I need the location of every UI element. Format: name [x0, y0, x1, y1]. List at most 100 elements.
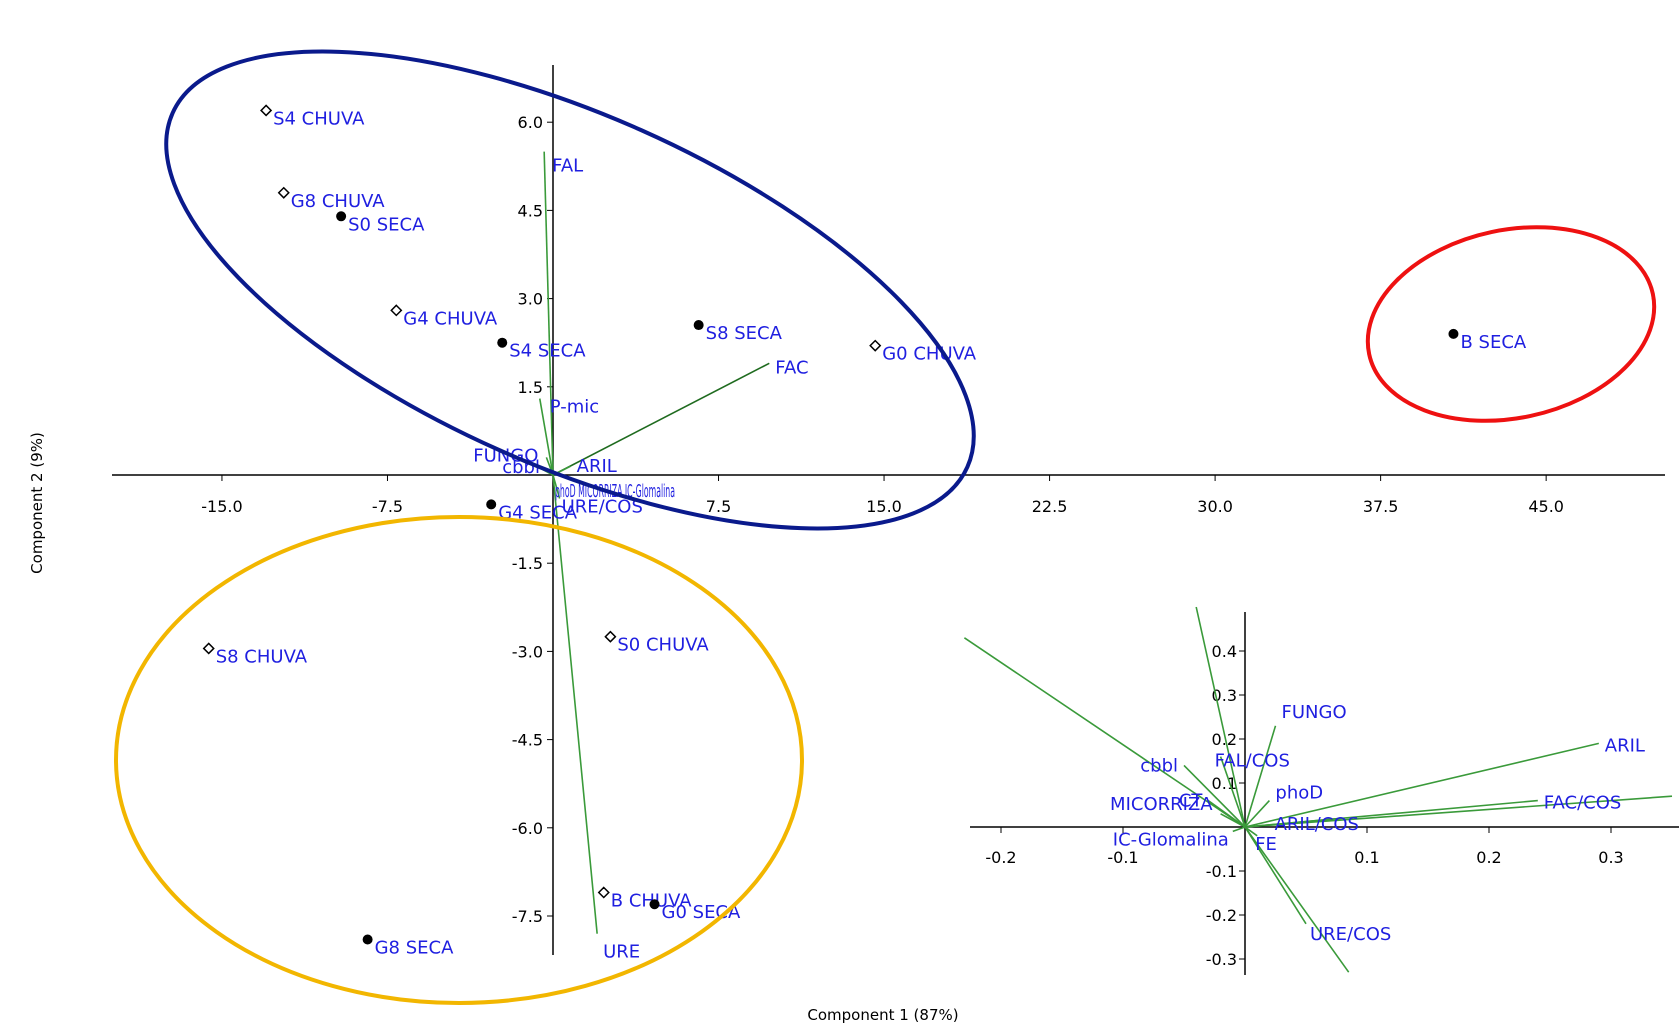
- point-s8-chuva-label: S8 CHUVA: [216, 646, 308, 667]
- cluster-ellipse-red: [1365, 225, 1657, 423]
- point-g4-chuva-label: G4 CHUVA: [403, 308, 498, 329]
- inset-loading-label-ure-cos: URE/COS: [1310, 924, 1391, 945]
- x-axis-title: Component 1 (87%): [807, 1006, 958, 1024]
- inset-x-tick-label: 0.1: [1354, 848, 1379, 867]
- point-g0-seca-label: G0 SECA: [662, 902, 741, 923]
- loading-vector-fac: [552, 362, 770, 476]
- y-tick-label: -4.5: [512, 731, 543, 750]
- loading-label-fal: FAL: [552, 156, 583, 177]
- inset-unlabeled-vector-3: [1244, 795, 1673, 828]
- point-g4-seca-label: G4 SECA: [498, 502, 577, 523]
- inset-loading-vector-phod: [1244, 800, 1270, 828]
- loading-label-fac: FAC: [775, 357, 808, 378]
- point-g8-seca-label: G8 SECA: [375, 938, 454, 959]
- inset-unlabeled-vector-1: [963, 637, 1246, 828]
- point-g8-chuva-marker: [277, 186, 290, 199]
- inset-y-tick-label: -0.1: [1206, 862, 1237, 881]
- inset-loading-vector-micorriza: [1220, 813, 1246, 828]
- point-b-seca-label: B SECA: [1460, 332, 1526, 353]
- inset-y-tick-label: 0.2: [1212, 730, 1237, 749]
- loading-label-aril: ARIL: [577, 456, 617, 477]
- inset-loading-vector-fe: [1244, 826, 1258, 837]
- loading-vector-p-mic: [538, 398, 554, 476]
- inset-loading-vector-ct: [1207, 799, 1246, 828]
- inset-loading-vector-ure: [1244, 826, 1350, 973]
- point-s4-chuva-marker: [260, 104, 273, 117]
- loading-vector-ure: [552, 474, 598, 934]
- point-g0-seca-marker: [649, 899, 660, 910]
- inset-loading-vector-aril-cos: [1244, 817, 1343, 828]
- inset-x-tick-label: -0.1: [1107, 848, 1138, 867]
- point-s4-seca-marker: [497, 337, 508, 348]
- inset-x-tick-label: 0.3: [1598, 848, 1623, 867]
- inset-x-tick-label: -0.2: [985, 848, 1016, 867]
- inset-unlabeled-vector-2: [1195, 606, 1246, 828]
- loading-label-ure: URE: [603, 942, 640, 963]
- inset-x-tick-label: 0.2: [1476, 848, 1501, 867]
- x-tick-label: -7.5: [372, 497, 403, 516]
- point-s4-chuva-label: S4 CHUVA: [273, 108, 365, 129]
- inset-loading-vector-aril: [1244, 742, 1599, 828]
- x-tick-label: 37.5: [1363, 497, 1399, 516]
- loading-label-ure-cos: URE/COS: [562, 497, 643, 518]
- point-s4-seca-label: S4 SECA: [509, 341, 586, 362]
- point-g4-seca-marker: [486, 499, 497, 510]
- cluster-ellipse-orange: [114, 515, 804, 1005]
- y-axis-title: Component 2 (9%): [28, 432, 46, 574]
- inset-loading-label-fungo: FUNGO: [1282, 702, 1347, 723]
- point-g0-chuva-marker: [869, 339, 882, 352]
- inset-y-tick-label: 0.4: [1212, 642, 1237, 661]
- point-s0-seca-marker: [336, 211, 347, 222]
- loadings-inset-plot: -0.2 -0.1 0.1 0.2 0.3 0.4 0.3 0.2 0.1 -0.1 -0.2 -0.…: [963, 606, 1679, 975]
- y-tick-label: -6.0: [512, 819, 543, 838]
- inset-loading-vector-ure-cos: [1244, 826, 1307, 925]
- inset-loading-label-aril: ARIL: [1605, 735, 1645, 756]
- point-s8-seca-label: S8 SECA: [706, 323, 783, 344]
- y-tick-label: 4.5: [518, 201, 543, 220]
- inset-loading-label-aril-cos: ARIL/COS: [1275, 814, 1359, 835]
- x-tick-label: 30.0: [1197, 497, 1233, 516]
- inset-y-tick-label: -0.2: [1206, 906, 1237, 925]
- point-s0-chuva-label: S0 CHUVA: [617, 635, 709, 656]
- x-tick-label: 7.5: [706, 497, 731, 516]
- cluster-ellipses: [114, 49, 1657, 1005]
- inset-y-tick-label: -0.3: [1206, 950, 1237, 969]
- loading-vector-fal: [543, 151, 554, 476]
- y-tick-label: 1.5: [518, 378, 543, 397]
- point-s8-seca-marker: [693, 320, 704, 331]
- x-tick-label: -15.0: [201, 497, 242, 516]
- inset-loading-label-fe: FE: [1255, 834, 1277, 855]
- point-g8-seca-marker: [362, 934, 373, 945]
- point-b-chuva-marker: [597, 886, 610, 899]
- loading-label-p-mic: P-mic: [550, 397, 599, 418]
- inset-loading-label-phod: phoD: [1275, 783, 1323, 804]
- cluster-ellipse-blue: [164, 49, 976, 531]
- inset-loading-vector-cbbl: [1183, 764, 1246, 828]
- inset-loading-label-cbbl: cbbl: [1140, 755, 1178, 776]
- y-tick-label: -1.5: [512, 554, 543, 573]
- x-tick-label: 15.0: [866, 497, 902, 516]
- point-s0-chuva-marker: [604, 630, 617, 643]
- point-s0-seca-label: S0 SECA: [348, 214, 425, 235]
- inset-y-tick-label: 0.1: [1212, 774, 1237, 793]
- y-tick-label: 6.0: [518, 113, 543, 132]
- x-tick-label: 22.5: [1032, 497, 1068, 516]
- inset-loading-vector-fungo: [1244, 725, 1277, 828]
- inset-loading-vector-ic-glomalina: [1232, 826, 1246, 833]
- y-tick-label: -3.0: [512, 642, 543, 661]
- point-s8-chuva-marker: [202, 642, 215, 655]
- x-tick-label: 45.0: [1528, 497, 1564, 516]
- y-tick-label: 3.0: [518, 290, 543, 309]
- point-g0-chuva-label: G0 CHUVA: [882, 344, 977, 365]
- inset-loading-label-fac-cos: FAC/COS: [1544, 793, 1622, 814]
- inset-loading-vector-fal-cos: [1219, 756, 1246, 828]
- inset-loading-label-fal-cos: FAL/COS: [1215, 751, 1290, 772]
- inset-loading-label-ic-glomalina: IC-Glomalina: [1113, 829, 1229, 850]
- point-b-seca-marker: [1448, 328, 1459, 339]
- inset-y-tick-label: 0.3: [1212, 686, 1237, 705]
- main-plot: -15.0 -7.5 7.5 15.0 22.5 30.0 37.5 45.0 6.0 4.5 3.…: [112, 65, 1665, 963]
- inset-loading-label-micorriza: MICORRIZA: [1110, 794, 1213, 815]
- point-g4-chuva-marker: [390, 304, 403, 317]
- y-tick-label: -7.5: [512, 907, 543, 926]
